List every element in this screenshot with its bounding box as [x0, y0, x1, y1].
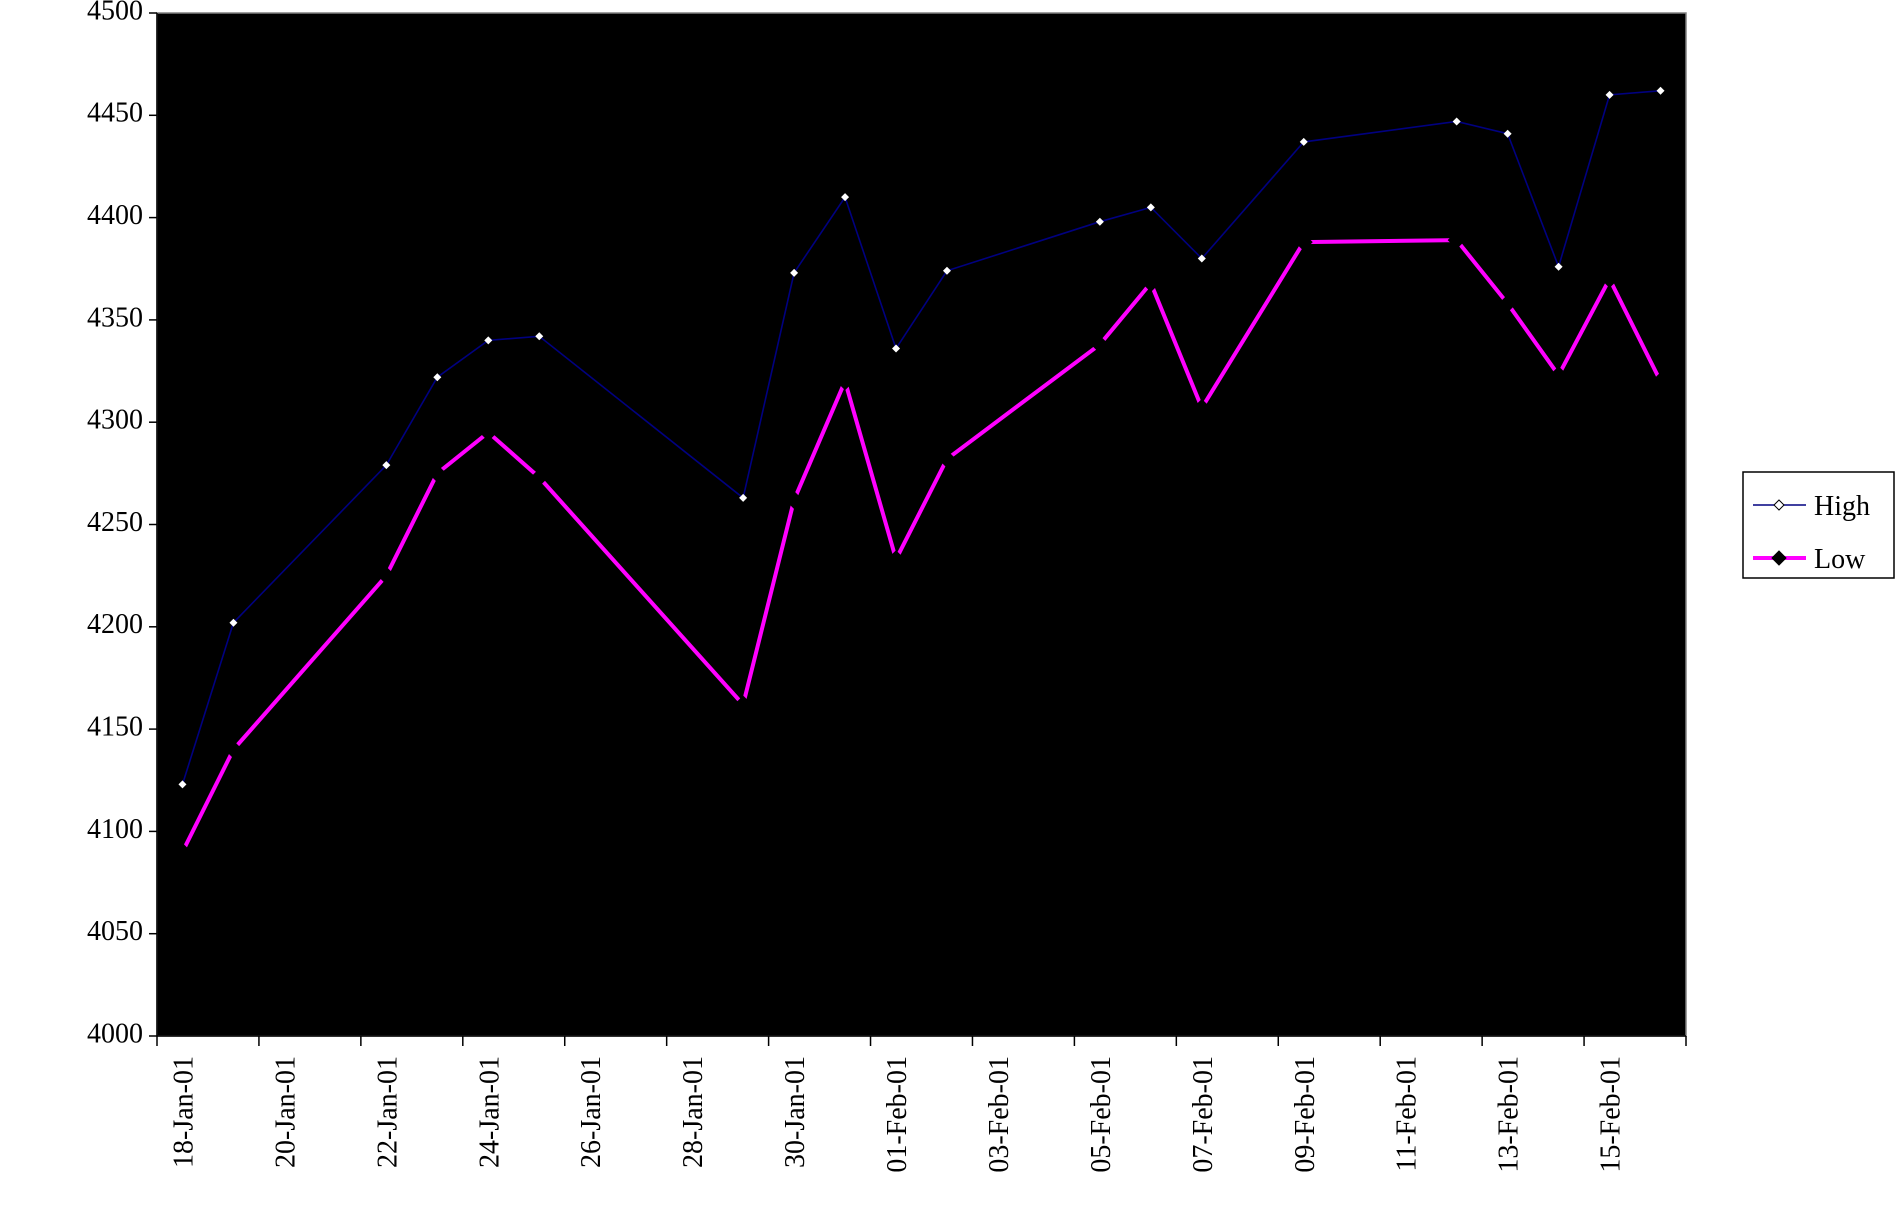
x-tick-label: 30-Jan-01 [780, 1056, 811, 1168]
point-marker [1294, 233, 1313, 252]
point-marker [841, 193, 850, 202]
y-tick-label: 4150 [87, 712, 143, 743]
point-marker [433, 373, 442, 382]
point-marker [178, 780, 187, 789]
x-tick-label: 09-Feb-01 [1290, 1056, 1321, 1173]
legend-marker [1771, 550, 1787, 566]
point-marker [1452, 117, 1461, 126]
x-tick-label: 26-Jan-01 [576, 1056, 607, 1168]
point-marker [224, 740, 243, 759]
point-marker [173, 842, 192, 861]
series-line [180, 238, 1663, 853]
point-marker [382, 461, 391, 470]
point-marker [1600, 269, 1619, 288]
y-tick-label: 4350 [87, 302, 143, 333]
point-marker [530, 468, 549, 487]
point-marker [1549, 366, 1568, 385]
x-tick-label: 18-Jan-01 [168, 1056, 199, 1168]
legend-box [1742, 471, 1895, 579]
plot-area [156, 12, 1687, 1037]
point-marker [1651, 372, 1670, 391]
x-tick-label: 28-Jan-01 [678, 1056, 709, 1168]
point-marker [1146, 203, 1155, 212]
y-tick-label: 4500 [87, 0, 143, 26]
x-tick-label: 05-Feb-01 [1086, 1056, 1117, 1173]
point-marker [734, 695, 753, 714]
point-marker [937, 450, 956, 469]
point-marker [1141, 274, 1160, 293]
point-marker [1447, 231, 1466, 250]
series-line [181, 89, 1661, 785]
y-tick-label: 4250 [87, 507, 143, 538]
x-tick-label: 15-Feb-01 [1596, 1056, 1627, 1173]
point-marker [479, 423, 498, 442]
point-marker [942, 266, 951, 275]
point-marker [836, 372, 855, 391]
point-marker [785, 490, 804, 509]
legend: High Low [1742, 471, 1895, 579]
point-marker [1554, 262, 1563, 271]
point-marker [1090, 335, 1109, 354]
point-marker [790, 268, 799, 277]
y-tick-label: 4050 [87, 916, 143, 947]
point-marker [1299, 137, 1308, 146]
point-marker [229, 618, 238, 627]
legend-label: High [1814, 491, 1870, 522]
x-tick-label: 07-Feb-01 [1188, 1056, 1219, 1173]
point-marker [484, 336, 493, 345]
y-tick-label: 4400 [87, 200, 143, 231]
x-tick-label: 01-Feb-01 [882, 1056, 913, 1173]
x-tick-label: 20-Jan-01 [270, 1056, 301, 1168]
x-tick-label: 11-Feb-01 [1392, 1056, 1423, 1172]
y-tick-label: 4200 [87, 609, 143, 640]
point-marker [1503, 129, 1512, 138]
point-marker [739, 493, 748, 502]
point-marker [377, 566, 396, 585]
x-tick-label: 22-Jan-01 [372, 1056, 403, 1168]
x-tick-label: 03-Feb-01 [984, 1056, 1015, 1173]
x-tick-label: 13-Feb-01 [1494, 1056, 1525, 1173]
x-tick-label: 24-Jan-01 [474, 1056, 505, 1168]
point-marker [1197, 254, 1206, 263]
point-marker [1656, 86, 1665, 95]
point-marker [1605, 90, 1614, 99]
legend-marker [1773, 499, 1785, 511]
y-tick-label: 4000 [87, 1018, 143, 1049]
point-marker [892, 344, 901, 353]
point-marker [1498, 294, 1517, 313]
y-tick-label: 4300 [87, 405, 143, 436]
point-marker [1192, 398, 1211, 417]
point-marker [535, 332, 544, 341]
point-marker [1095, 217, 1104, 226]
point-marker [887, 550, 906, 569]
point-marker [428, 464, 447, 483]
y-tick-label: 4450 [87, 98, 143, 129]
legend-label: Low [1814, 544, 1866, 575]
y-tick-label: 4100 [87, 814, 143, 845]
